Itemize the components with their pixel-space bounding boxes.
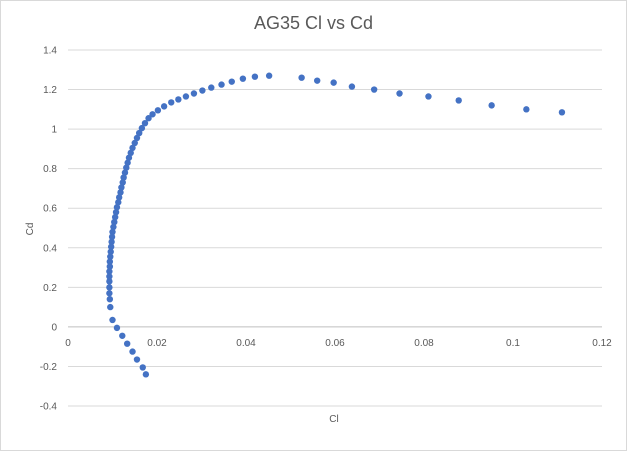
y-tick-label: 1.2 bbox=[43, 85, 57, 96]
y-tick-label: -0.4 bbox=[40, 402, 58, 413]
x-tick-label: 0 bbox=[65, 338, 71, 349]
data-point bbox=[113, 324, 121, 332]
data-point bbox=[558, 109, 566, 116]
data-point bbox=[154, 107, 162, 114]
data-point bbox=[115, 199, 122, 206]
data-point bbox=[182, 93, 190, 100]
y-axis-tick-labels: -0.4 -0.2 0 0.2 0.4 0.6 0.8 1 1.2 1.4 bbox=[40, 46, 58, 413]
data-point bbox=[455, 97, 462, 104]
data-point bbox=[370, 86, 378, 93]
data-point bbox=[111, 213, 119, 221]
data-points bbox=[106, 72, 566, 378]
data-point bbox=[131, 139, 138, 147]
data-point bbox=[129, 144, 136, 152]
y-tick-label: 0 bbox=[51, 322, 57, 333]
data-point bbox=[425, 93, 432, 100]
y-tick-label: 1.4 bbox=[43, 46, 57, 57]
data-point bbox=[110, 223, 117, 231]
x-tick-label: 0.1 bbox=[506, 338, 520, 349]
gridlines bbox=[68, 49, 602, 407]
data-point bbox=[298, 74, 305, 81]
data-point bbox=[168, 99, 175, 106]
data-point bbox=[218, 81, 225, 88]
data-point bbox=[488, 102, 495, 109]
data-point bbox=[251, 73, 259, 80]
data-point bbox=[119, 179, 126, 186]
x-tick-label: 0.12 bbox=[592, 338, 612, 349]
x-axis-title: Cl bbox=[329, 414, 338, 425]
x-tick-label: 0.02 bbox=[147, 338, 167, 349]
data-point bbox=[348, 83, 356, 90]
data-point bbox=[523, 106, 530, 113]
data-point bbox=[142, 371, 150, 378]
data-point bbox=[149, 111, 156, 118]
data-point bbox=[396, 90, 403, 97]
y-tick-label: 0.8 bbox=[43, 164, 57, 175]
data-point bbox=[239, 75, 247, 82]
data-point bbox=[109, 228, 116, 236]
data-point bbox=[106, 273, 113, 280]
y-tick-label: 0.4 bbox=[43, 243, 57, 254]
data-point bbox=[112, 208, 120, 216]
y-tick-label: 0.6 bbox=[43, 204, 57, 215]
data-point bbox=[108, 233, 116, 241]
data-point bbox=[118, 184, 125, 191]
data-point bbox=[113, 204, 121, 211]
data-point bbox=[136, 129, 143, 137]
data-point bbox=[106, 258, 114, 265]
data-point bbox=[145, 115, 152, 122]
data-point bbox=[139, 364, 146, 371]
data-point bbox=[123, 164, 130, 171]
data-point bbox=[106, 268, 113, 275]
data-point bbox=[106, 278, 113, 285]
x-axis-tick-labels: 0 0.02 0.04 0.06 0.08 0.1 0.12 bbox=[65, 338, 612, 349]
y-tick-label: 0.2 bbox=[43, 283, 57, 294]
data-point bbox=[175, 96, 182, 103]
data-point bbox=[109, 316, 116, 324]
data-point bbox=[160, 103, 168, 110]
chart-title: AG35 Cl vs Cd bbox=[253, 13, 374, 33]
data-point bbox=[265, 72, 273, 79]
data-point bbox=[314, 77, 321, 84]
data-point bbox=[106, 290, 113, 297]
data-point bbox=[129, 348, 136, 355]
x-tick-label: 0.08 bbox=[414, 338, 434, 349]
data-point bbox=[141, 119, 149, 127]
y-tick-label: 1 bbox=[51, 125, 57, 136]
y-axis-title: Cd bbox=[25, 223, 36, 236]
data-point bbox=[107, 253, 114, 260]
data-point bbox=[127, 149, 134, 157]
data-point bbox=[106, 284, 113, 291]
data-point bbox=[133, 356, 141, 363]
data-point bbox=[124, 159, 131, 166]
data-point bbox=[107, 303, 114, 311]
data-point bbox=[115, 194, 123, 201]
data-point bbox=[111, 218, 118, 226]
data-point bbox=[107, 243, 115, 250]
x-tick-label: 0.04 bbox=[236, 338, 256, 349]
data-point bbox=[133, 134, 141, 142]
data-point bbox=[138, 124, 146, 132]
data-point bbox=[199, 87, 206, 94]
data-point bbox=[125, 154, 133, 161]
data-point bbox=[330, 79, 337, 86]
data-point bbox=[208, 84, 215, 91]
data-point bbox=[190, 90, 198, 97]
data-point bbox=[108, 238, 115, 246]
y-tick-label: -0.2 bbox=[40, 362, 58, 373]
data-point bbox=[121, 169, 129, 176]
data-point bbox=[123, 340, 131, 347]
data-point bbox=[107, 248, 114, 255]
data-point bbox=[106, 296, 114, 303]
data-point bbox=[228, 78, 235, 85]
data-point bbox=[119, 332, 126, 339]
data-point bbox=[120, 174, 127, 181]
x-tick-label: 0.06 bbox=[325, 338, 345, 349]
data-point bbox=[106, 263, 114, 270]
data-point bbox=[117, 189, 124, 196]
